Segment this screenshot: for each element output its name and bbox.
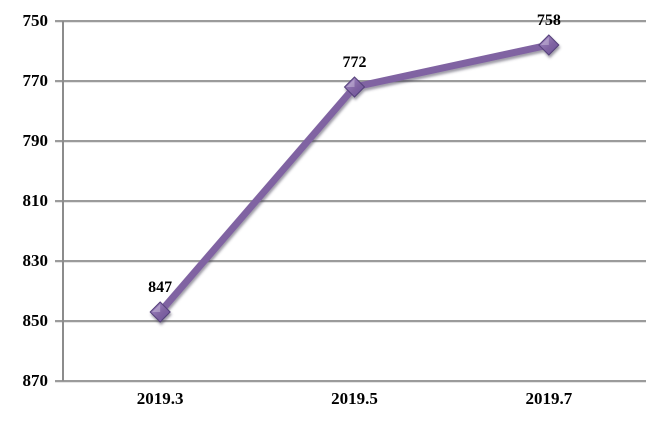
gridline <box>55 200 646 202</box>
marker-highlight <box>540 37 549 45</box>
gridline <box>55 320 646 322</box>
y-axis-tick-label: 810 <box>22 191 49 210</box>
y-axis-tick-label: 750 <box>22 11 49 30</box>
trend-line-group <box>149 34 560 323</box>
data-point-marker <box>149 301 171 323</box>
data-point-label: 772 <box>342 54 367 71</box>
gridline <box>55 260 646 262</box>
marker-highlight <box>152 304 161 312</box>
x-axis-category-label: 2019.7 <box>525 389 573 408</box>
y-axis-tick-label: 830 <box>22 251 49 270</box>
y-axis-tick-label: 790 <box>22 131 49 150</box>
data-point-label: 847 <box>148 279 173 296</box>
x-axis-category-label: 2019.3 <box>136 389 184 408</box>
y-axis-tick-label: 770 <box>22 71 49 90</box>
gridline <box>55 140 646 142</box>
data-point-label: 758 <box>536 12 561 29</box>
gridline <box>55 380 646 382</box>
gridline <box>55 20 646 22</box>
marker-highlight <box>346 79 355 87</box>
x-axis-category-label: 2019.5 <box>331 389 378 408</box>
y-axis-tick-label: 870 <box>22 371 49 390</box>
y-axis-line <box>62 21 64 381</box>
y-axis-tick-label: 850 <box>22 311 49 330</box>
